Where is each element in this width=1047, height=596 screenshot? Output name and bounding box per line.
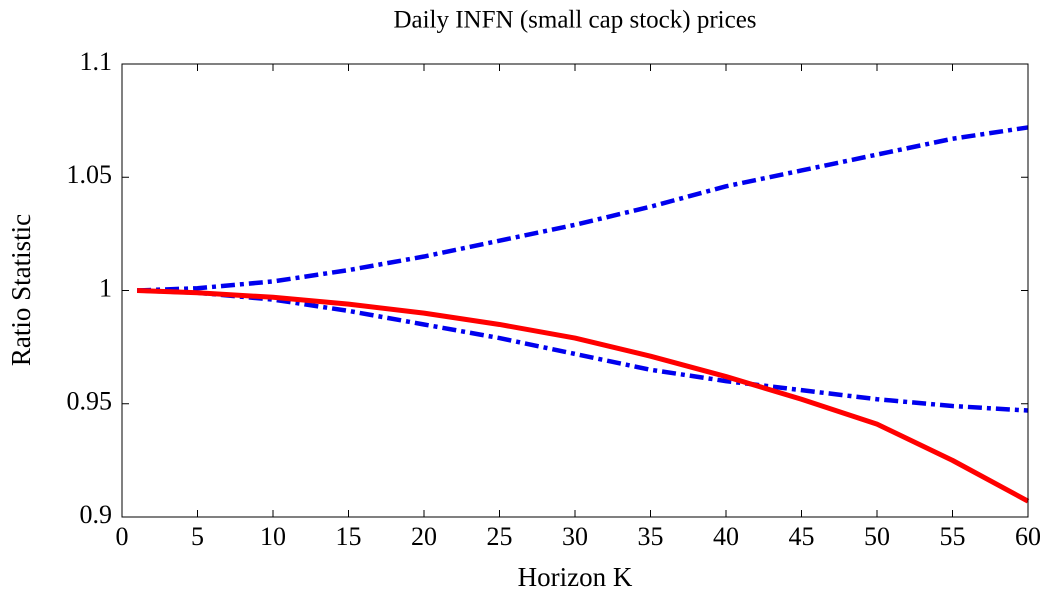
x-tick-label: 50 [864, 522, 890, 551]
plot-frame [121, 63, 1029, 518]
x-tick-label: 10 [260, 522, 286, 551]
x-tick-label: 40 [713, 522, 739, 551]
x-tick-label: 15 [336, 522, 362, 551]
line-series [137, 125, 1029, 293]
y-tick-label: 1 [99, 273, 112, 302]
x-tick-label: 25 [487, 522, 513, 551]
line-series [137, 288, 1029, 413]
y-tick-label: 0.9 [80, 500, 113, 529]
x-tick-label: 30 [562, 522, 588, 551]
x-tick-label: 5 [191, 522, 204, 551]
x-axis-title: Horizon K [518, 562, 633, 592]
y-tick-label: 0.95 [67, 387, 113, 416]
y-tick-label: 1.1 [80, 47, 113, 76]
x-tick-label: 20 [411, 522, 437, 551]
chart-title: Daily INFN (small cap stock) prices [393, 7, 756, 34]
x-tick-label: 45 [789, 522, 815, 551]
x-tick-label: 35 [638, 522, 664, 551]
y-tick-label: 1.05 [67, 160, 113, 189]
line-series [137, 288, 1030, 504]
x-tick-label: 55 [940, 522, 966, 551]
y-axis-title: Ratio Statistic [6, 214, 36, 366]
x-tick-label: 60 [1015, 522, 1041, 551]
x-tick-label: 0 [116, 522, 129, 551]
